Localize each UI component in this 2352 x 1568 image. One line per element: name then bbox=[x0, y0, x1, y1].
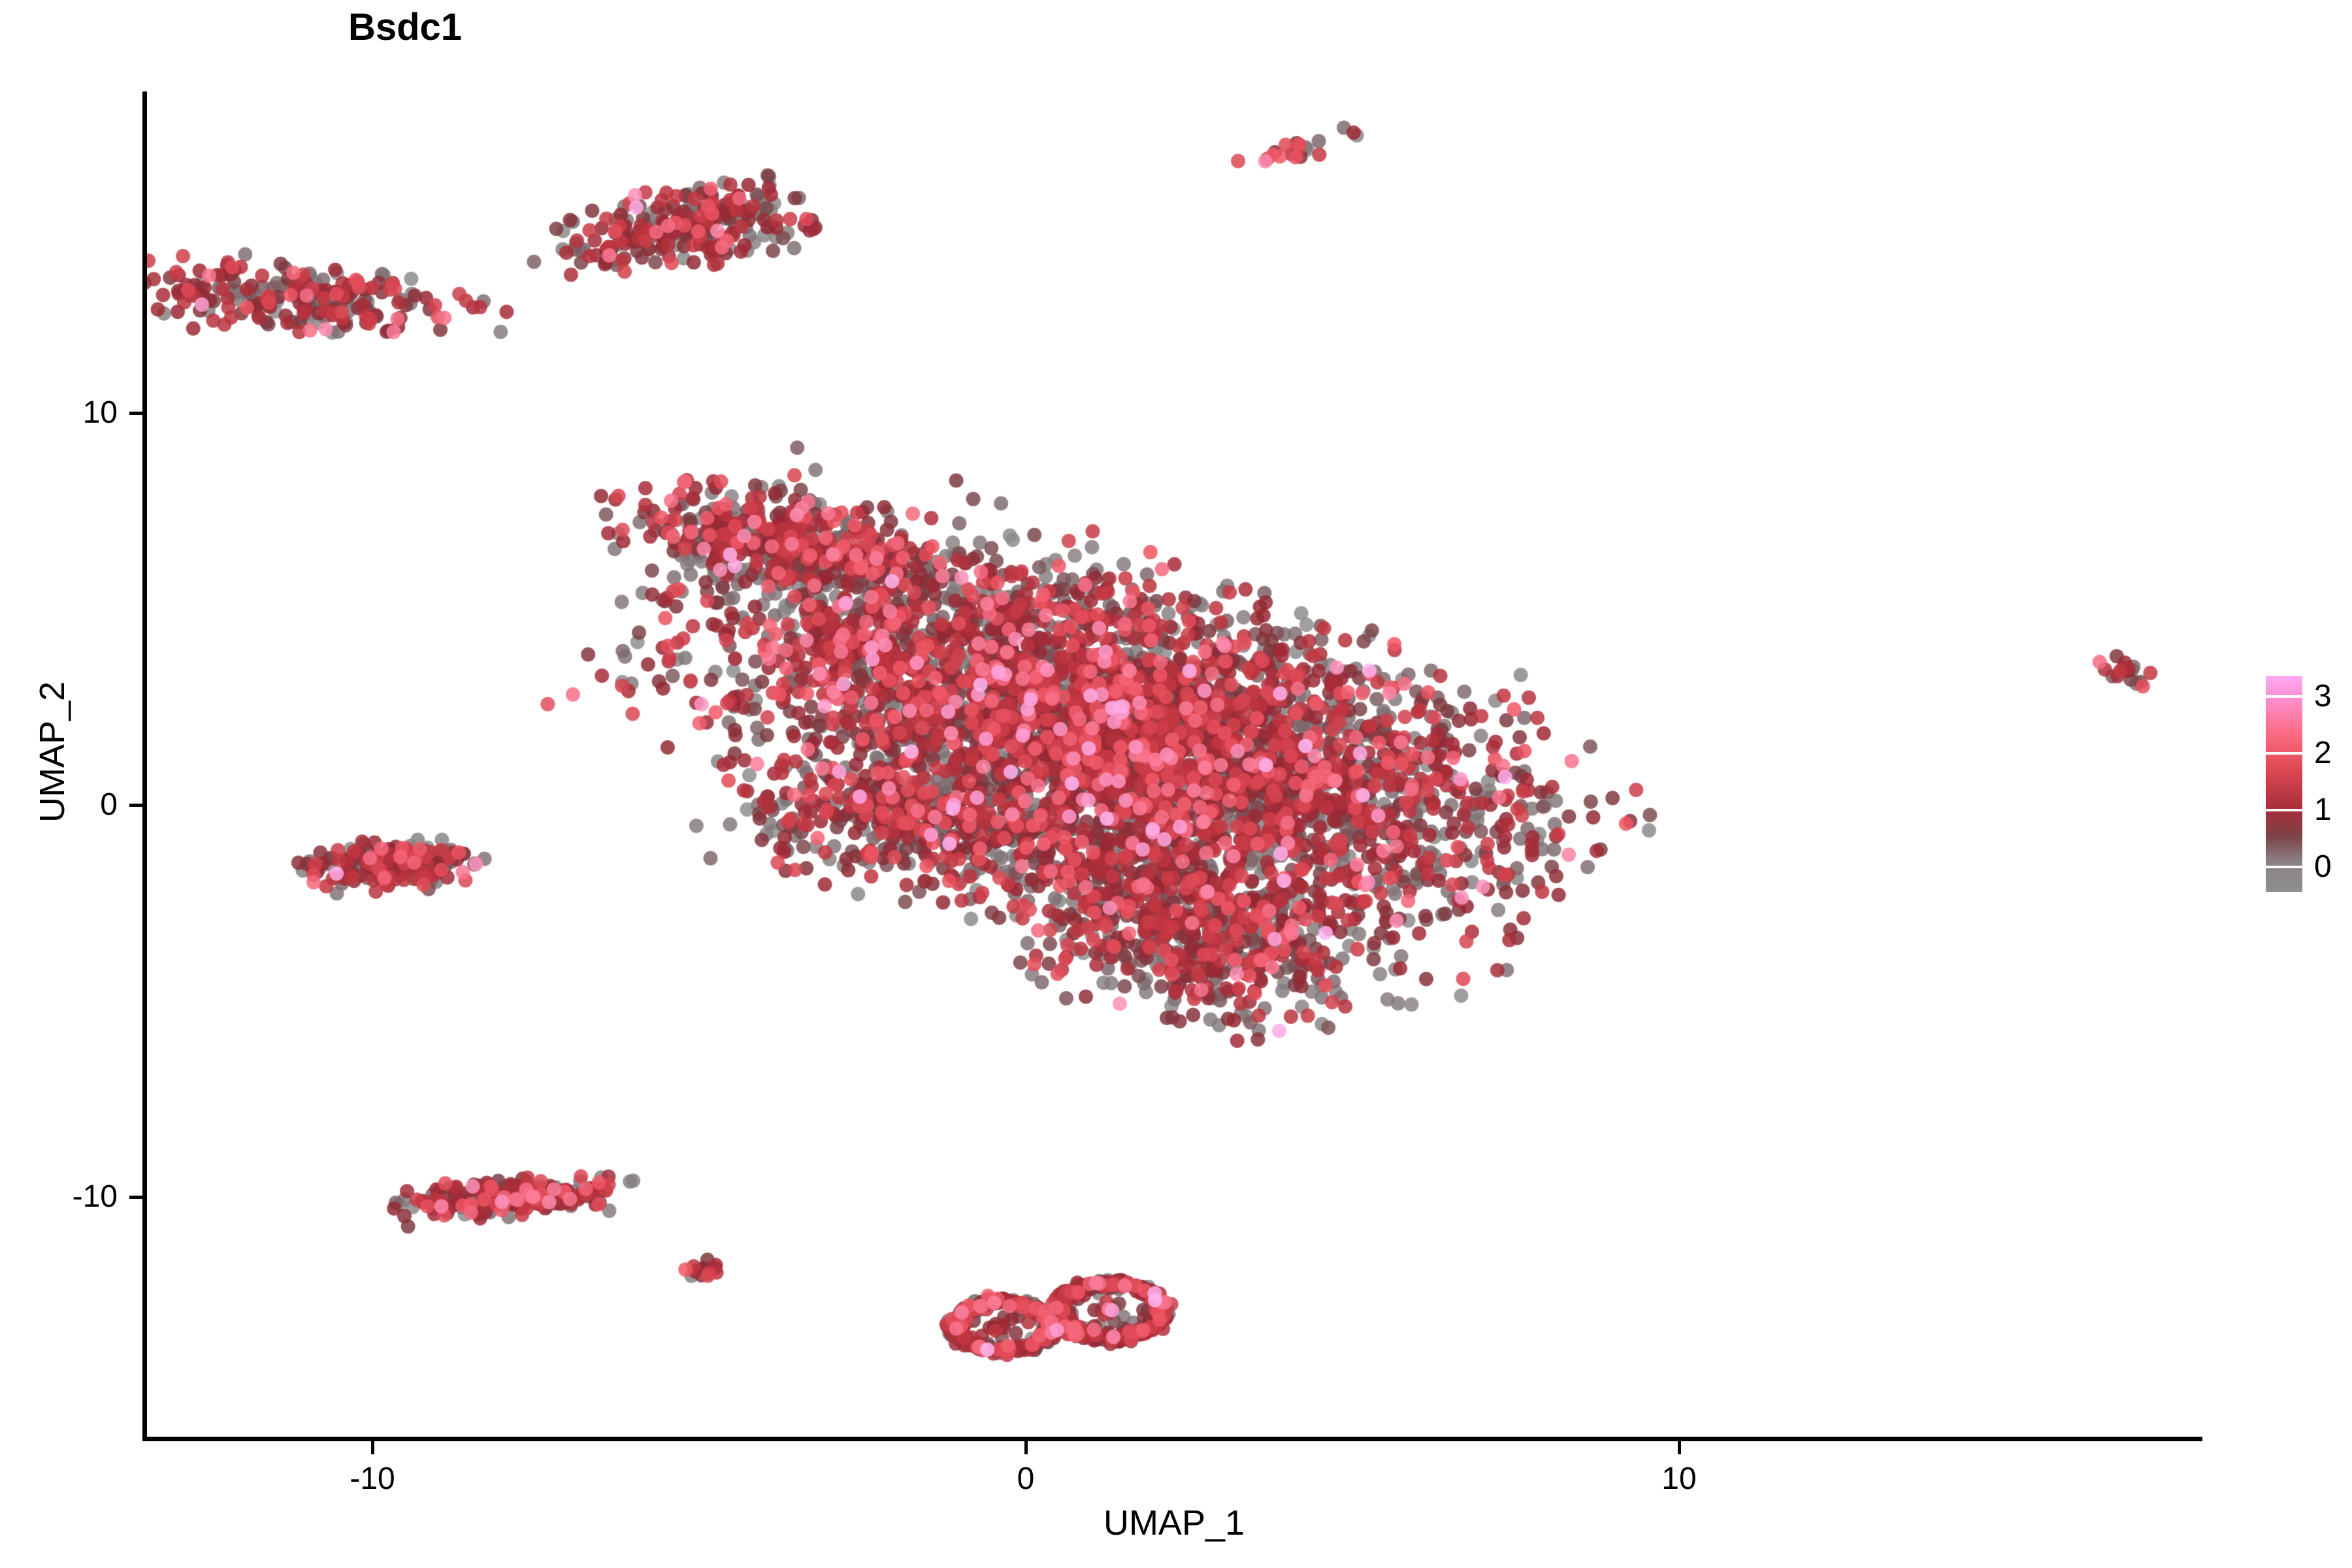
y-tick-label-10: 10 bbox=[82, 395, 118, 430]
y-tick-label-0: 0 bbox=[100, 787, 118, 822]
x-tick-label-0: 0 bbox=[1017, 1462, 1035, 1496]
y-tick-neg10 bbox=[129, 1196, 142, 1199]
colorbar-label-1: 1 bbox=[2314, 792, 2332, 827]
y-tick-0 bbox=[129, 804, 142, 807]
x-tick-label-neg10: -10 bbox=[350, 1462, 395, 1496]
x-axis-line bbox=[142, 1437, 2202, 1441]
colorbar-tick-3 bbox=[2266, 695, 2302, 698]
x-tick-label-10: 10 bbox=[1661, 1462, 1697, 1496]
y-tick-label-neg10: -10 bbox=[72, 1179, 118, 1214]
colorbar-tick-0 bbox=[2266, 866, 2302, 868]
x-tick-neg10 bbox=[371, 1441, 374, 1454]
y-axis-line bbox=[142, 91, 147, 1441]
y-axis-label: UMAP_2 bbox=[33, 681, 72, 823]
colorbar-label-3: 3 bbox=[2314, 679, 2332, 713]
y-tick-10 bbox=[129, 412, 142, 415]
x-tick-0 bbox=[1024, 1441, 1028, 1454]
x-tick-10 bbox=[1678, 1441, 1681, 1454]
colorbar-tick-1 bbox=[2266, 809, 2302, 811]
page-title: Bsdc1 bbox=[348, 6, 463, 48]
colorbar-gradient bbox=[2266, 676, 2302, 892]
x-axis-label: UMAP_1 bbox=[1103, 1503, 1245, 1543]
colorbar-label-0: 0 bbox=[2314, 849, 2332, 884]
scatter-canvas bbox=[145, 91, 2203, 1441]
colorbar-legend: 3 2 1 0 bbox=[2266, 676, 2344, 892]
plot-panel bbox=[145, 91, 2203, 1441]
colorbar-label-2: 2 bbox=[2314, 736, 2332, 770]
colorbar-tick-2 bbox=[2266, 752, 2302, 755]
